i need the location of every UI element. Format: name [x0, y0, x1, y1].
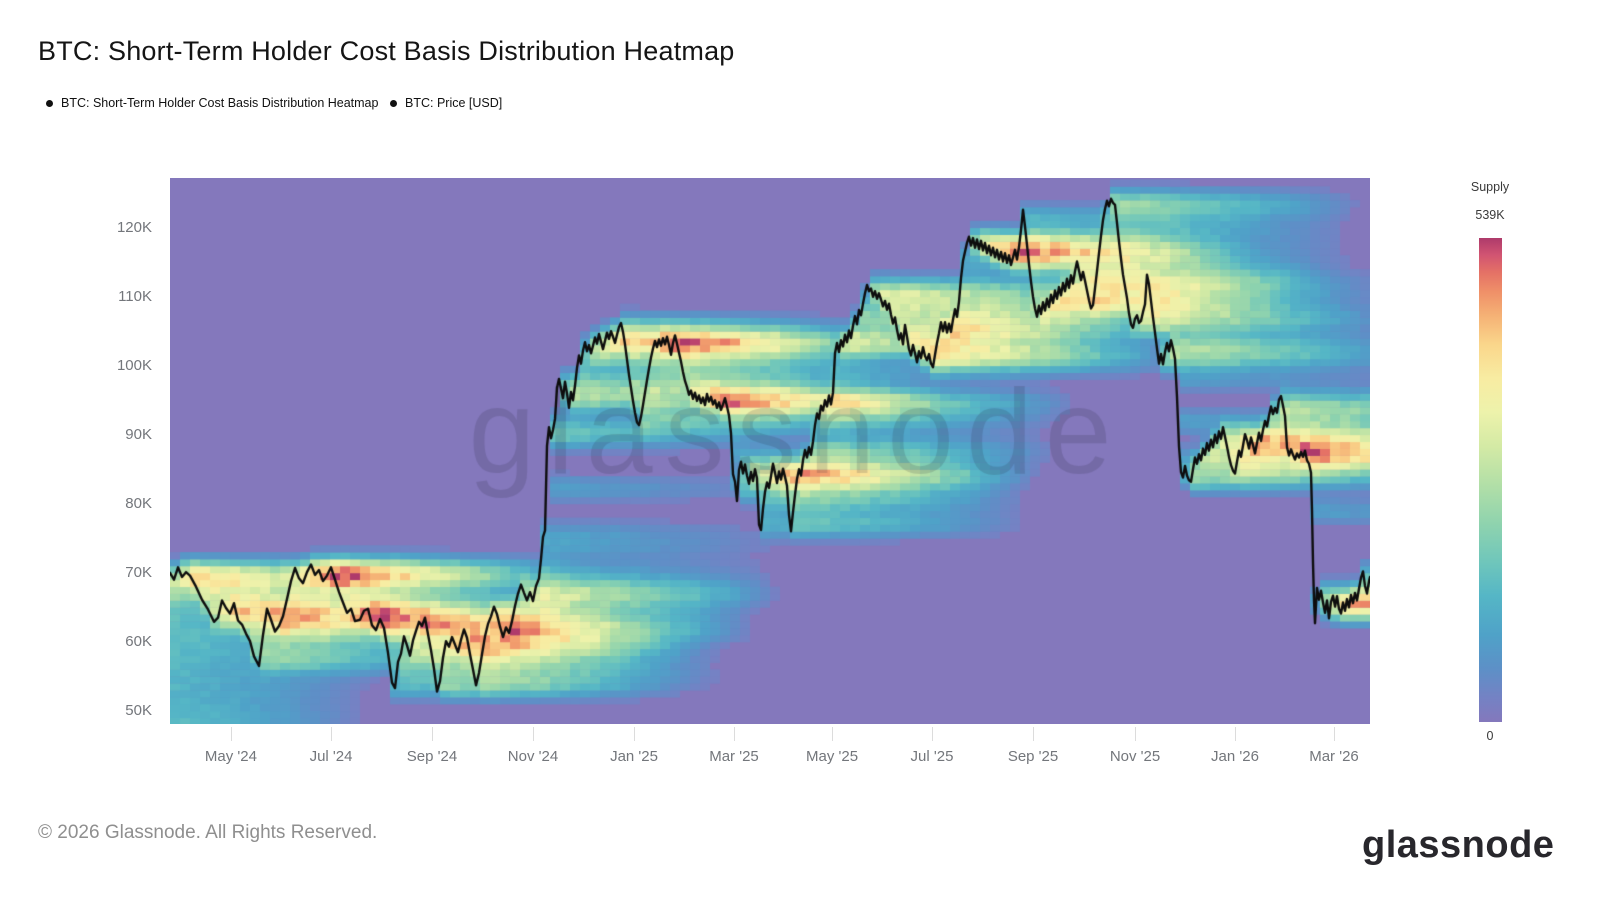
x-tick-label: May '24 — [204, 748, 257, 765]
legend-item-heatmap-label: BTC: Short-Term Holder Cost Basis Distri… — [61, 96, 379, 110]
x-tick-mark — [331, 727, 333, 741]
y-tick-label: 80K — [125, 494, 152, 512]
legend-item-price-label: BTC: Price [USD] — [405, 96, 503, 110]
y-tick-label: 50K — [125, 701, 152, 719]
x-tick-mark — [533, 727, 534, 741]
x-tick-label: Nov '25 — [1109, 748, 1161, 765]
x-tick-mark — [1033, 727, 1035, 741]
x-tick-label: Mar '26 — [1309, 748, 1359, 765]
x-tick-mark — [1235, 727, 1236, 741]
x-tick-mark — [734, 727, 735, 741]
x-tick-mark — [431, 727, 433, 741]
legend-dot-icon — [46, 99, 53, 107]
copyright-text: © 2026 Glassnode. All Rights Reserved. — [38, 822, 378, 843]
x-tick-mark — [932, 727, 933, 741]
x-tick-label: Sep '25 — [1007, 748, 1059, 765]
x-tick-label: Jan '25 — [610, 748, 658, 765]
x-tick-mark — [832, 727, 834, 741]
glassnode-logo: glassnode — [1362, 824, 1555, 866]
legend-item-price[interactable]: BTC: Price [USD] — [390, 96, 502, 110]
legend-item-heatmap[interactable]: BTC: Short-Term Holder Cost Basis Distri… — [46, 96, 378, 110]
heatmap-chart: 120K 110K 100K 90K 80K 70K 60K 50K May '24 Jul '… — [116, 178, 1510, 765]
supply-colorbar — [1479, 238, 1502, 722]
x-tick-label: Mar '25 — [709, 748, 759, 765]
y-tick-label: 70K — [125, 563, 152, 581]
x-tick-label: Jul '25 — [910, 748, 954, 765]
legend-dot-icon — [390, 99, 397, 107]
x-tick-mark — [1135, 727, 1137, 741]
colorbar-max-label: 539K — [1475, 208, 1505, 222]
x-tick-label: May '25 — [806, 748, 859, 765]
colorbar-title: Supply — [1470, 180, 1510, 194]
x-tick-label: Nov '24 — [507, 748, 559, 765]
page-title: BTC: Short-Term Holder Cost Basis Distri… — [38, 36, 735, 66]
x-tick-mark — [230, 727, 232, 741]
y-tick-label: 120K — [116, 218, 152, 236]
legend: BTC: Short-Term Holder Cost Basis Distri… — [0, 96, 1600, 114]
x-tick-mark — [634, 727, 636, 741]
y-tick-label: 110K — [118, 287, 152, 305]
x-tick-label: Sep '24 — [406, 748, 458, 765]
heatmap-canvas[interactable] — [170, 178, 1370, 724]
y-tick-label: 100K — [116, 356, 152, 374]
x-tick-label: Jul '24 — [309, 748, 353, 765]
y-tick-label: 60K — [125, 632, 152, 650]
colorbar-min-label: 0 — [1486, 729, 1494, 743]
x-tick-label: Jan '26 — [1211, 748, 1259, 765]
y-tick-label: 90K — [125, 425, 152, 443]
x-tick-mark — [1334, 727, 1335, 741]
